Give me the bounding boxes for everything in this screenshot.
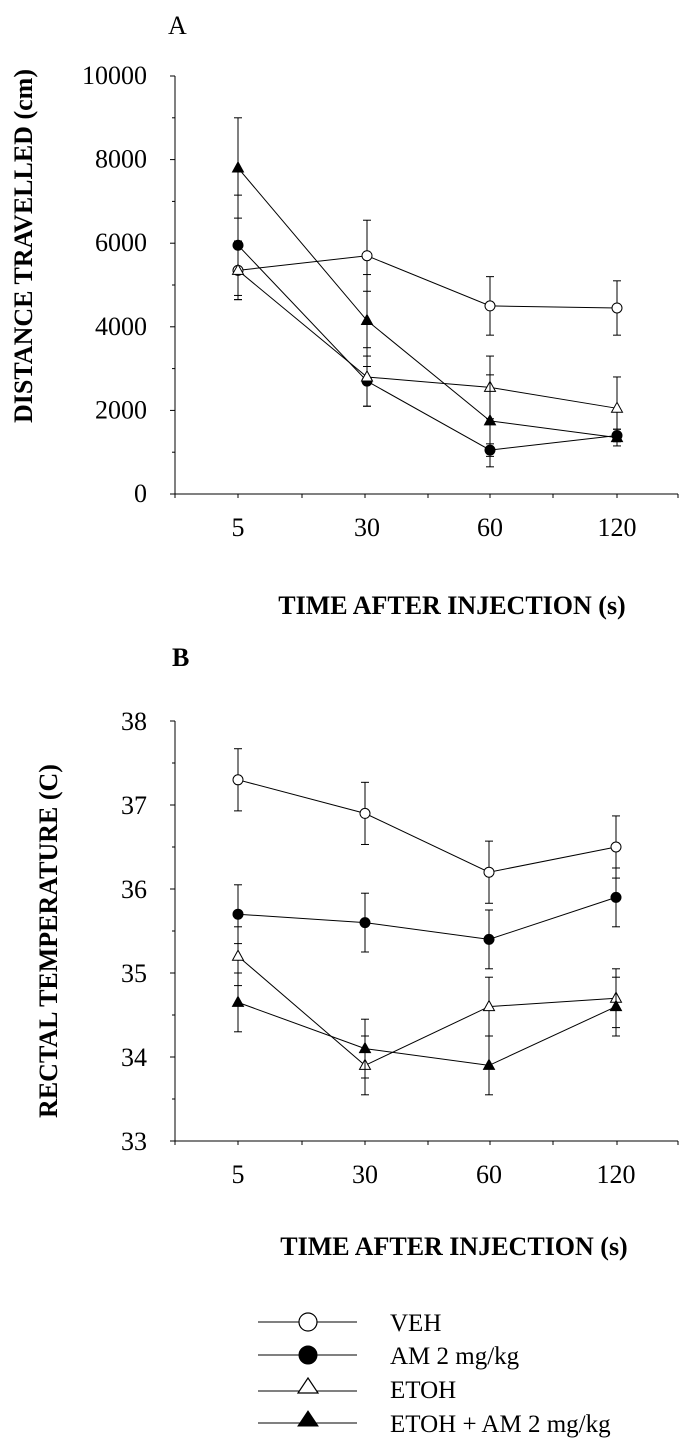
x-tick-label: 5	[232, 1160, 245, 1189]
series-open-triangle	[231, 240, 624, 441]
filled-circle-marker	[610, 891, 622, 903]
series-open-circle	[232, 748, 622, 904]
open-circle-marker	[483, 866, 495, 878]
panel-a-y-ticks: 0 2000 4000 6000 8000 10000	[82, 61, 175, 508]
y-tick-label: 0	[134, 479, 147, 508]
filled-triangle-marker-icon	[297, 1410, 319, 1427]
series-line	[237, 269, 618, 409]
legend-entry-am: AM 2 mg/kg	[258, 1343, 520, 1370]
legend-label: ETOH	[390, 1377, 456, 1404]
y-tick-label: 2000	[95, 395, 147, 424]
x-tick-label: 120	[597, 1160, 636, 1189]
panel-a-x-ticks: 5 30 60 120	[174, 494, 679, 542]
open-circle-marker-icon	[298, 1312, 318, 1332]
open-triangle-marker	[231, 263, 245, 275]
x-tick-label: 30	[352, 1160, 378, 1189]
filled-circle-marker	[232, 908, 244, 920]
legend-entry-etoh-am: ETOH + AM 2 mg/kg	[258, 1410, 611, 1438]
y-tick-label: 38	[121, 707, 147, 736]
series-line	[237, 244, 618, 451]
x-tick-label: 60	[476, 1160, 502, 1189]
x-tick-label: 120	[598, 513, 637, 542]
panel-a-letter: A	[168, 11, 187, 40]
x-tick-label: 30	[354, 513, 380, 542]
y-tick-label: 35	[121, 959, 147, 988]
filled-triangle-marker	[358, 1041, 372, 1054]
filled-triangle-marker	[482, 1058, 496, 1070]
open-triangle-marker	[482, 999, 496, 1012]
panel-a-y-axis-title: DISTANCE TRAVELLED (cm)	[9, 69, 38, 423]
x-tick-label: 60	[477, 513, 503, 542]
open-triangle-marker	[231, 949, 245, 961]
y-tick-label: 36	[121, 875, 147, 904]
filled-circle-marker	[359, 917, 371, 929]
panel-a-chart: A 0 2000 4000 6000 8000 10000 5 30 60 120 DISTAN…	[9, 11, 679, 620]
series-line	[237, 1001, 617, 1066]
filled-triangle-marker	[231, 160, 245, 173]
panel-b-letter: B	[172, 643, 189, 672]
y-tick-label: 34	[121, 1043, 147, 1072]
open-circle-marker	[361, 250, 373, 262]
series-filled-circle	[232, 867, 622, 970]
open-circle-marker	[610, 841, 622, 853]
y-tick-label: 10000	[82, 61, 147, 90]
panel-b-y-ticks: 33 34 35 36 37 38	[121, 707, 175, 1156]
filled-triangle-marker	[360, 313, 374, 326]
series-line	[237, 779, 617, 873]
legend-entry-etoh: ETOH	[258, 1376, 456, 1404]
open-circle-marker	[611, 302, 623, 314]
series-line	[237, 896, 617, 940]
filled-triangle-marker	[610, 430, 624, 443]
panel-b-x-ticks: 5 30 60 120	[174, 1141, 679, 1189]
panel-b-y-axis-title: RECTAL TEMPERATURE (C)	[34, 764, 63, 1118]
y-tick-label: 6000	[95, 228, 147, 257]
series-open-circle	[232, 219, 623, 336]
filled-triangle-marker	[483, 413, 497, 426]
legend: VEH AM 2 mg/kg ETOH ETOH + AM 2 mg/kg	[258, 1310, 611, 1438]
panel-b-x-axis-title: TIME AFTER INJECTION (s)	[280, 1232, 627, 1261]
series-open-triangle	[231, 926, 623, 1096]
series-filled-triangle	[231, 117, 624, 468]
panel-a-series	[231, 117, 624, 468]
series-line	[237, 167, 618, 439]
filled-circle-marker	[483, 933, 495, 945]
open-circle-marker	[232, 774, 244, 786]
filled-triangle-marker	[609, 999, 623, 1012]
y-tick-label: 8000	[95, 145, 147, 174]
series-line	[237, 255, 618, 309]
open-triangle-marker	[610, 401, 624, 413]
legend-label: VEH	[390, 1310, 441, 1337]
panel-b-series	[231, 748, 623, 1096]
panel-b-chart: B 33 34 35 36 37 38 5 30 60 120 RECTAL TEMPERATU…	[34, 643, 679, 1261]
legend-entry-veh: VEH	[258, 1310, 441, 1337]
x-tick-label: 5	[232, 513, 245, 542]
series-line	[237, 955, 617, 1066]
series-filled-circle	[232, 194, 623, 457]
legend-label: AM 2 mg/kg	[390, 1343, 520, 1370]
y-tick-label: 33	[121, 1127, 147, 1156]
panel-a-x-axis-title: TIME AFTER INJECTION (s)	[278, 591, 625, 620]
open-circle-marker	[484, 300, 496, 312]
filled-circle-marker-icon	[298, 1345, 318, 1365]
y-tick-label: 4000	[95, 312, 147, 341]
legend-label: ETOH + AM 2 mg/kg	[390, 1411, 611, 1438]
series-filled-triangle	[231, 972, 623, 1096]
open-triangle-marker	[360, 369, 374, 382]
y-tick-label: 37	[121, 791, 147, 820]
open-circle-marker	[359, 807, 371, 819]
open-triangle-marker-icon	[296, 1376, 320, 1394]
filled-triangle-marker	[231, 995, 245, 1007]
